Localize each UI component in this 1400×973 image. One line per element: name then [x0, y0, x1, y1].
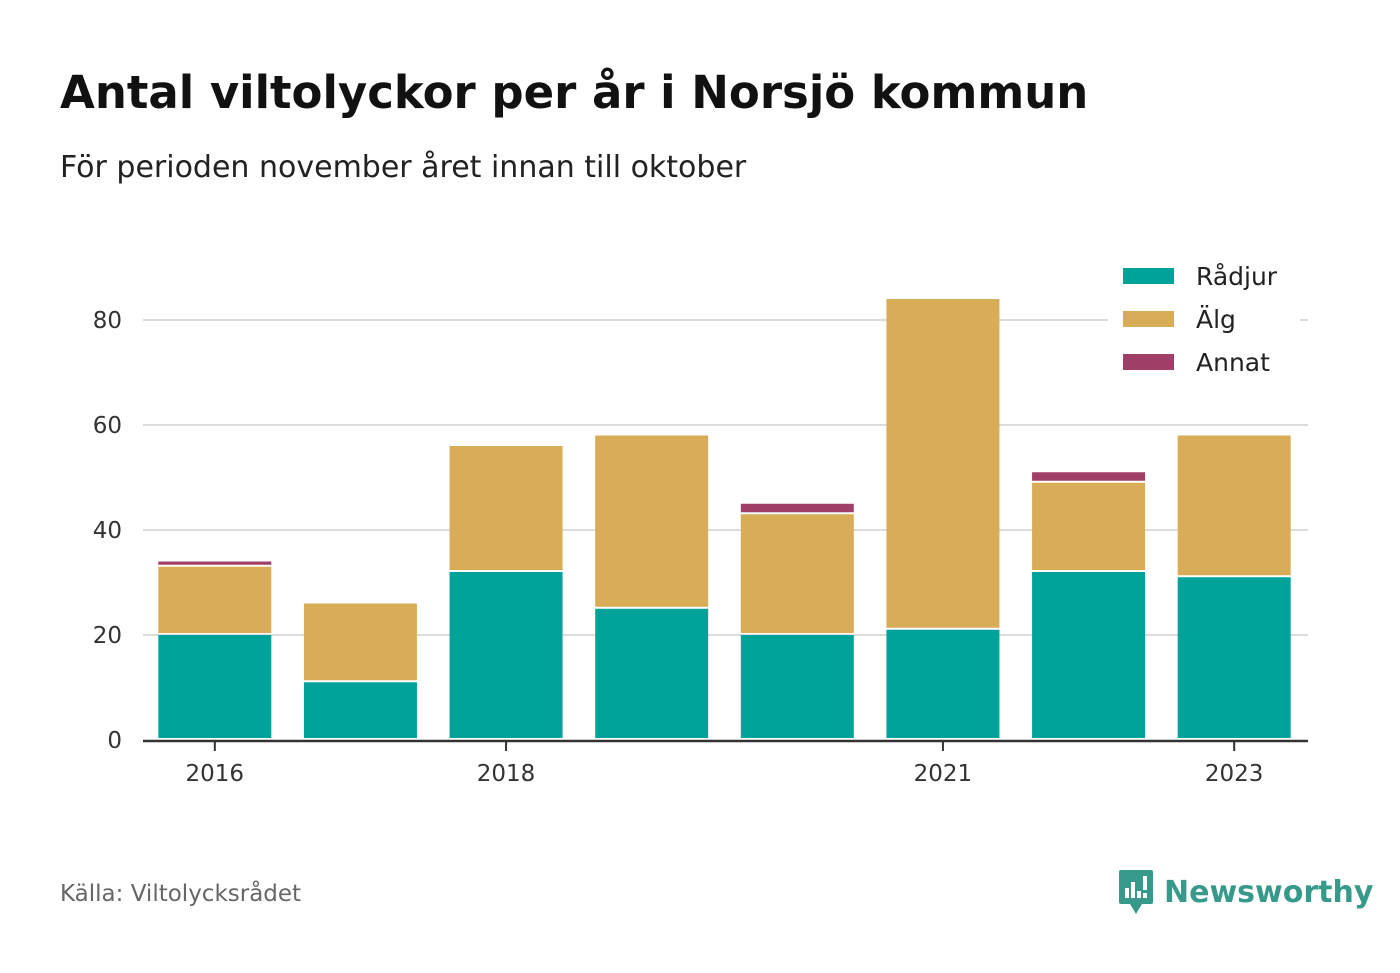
legend-swatch — [1123, 354, 1174, 370]
bar-segment — [158, 561, 272, 565]
bar-segment — [1032, 572, 1146, 738]
newsworthy-logo-icon — [1119, 870, 1153, 914]
bar-segment — [303, 603, 417, 681]
brand-logo: Newsworthy — [1118, 868, 1373, 916]
x-tick-label: 2021 — [914, 761, 973, 787]
bar-segment — [740, 503, 854, 513]
brand-name: Newsworthy — [1164, 874, 1374, 910]
bar-segment — [886, 629, 1000, 738]
bar-segment — [1032, 472, 1146, 481]
x-tick-label: 2023 — [1205, 761, 1264, 787]
bar-segment — [158, 566, 272, 633]
bar-segment — [449, 446, 563, 570]
bar-segment — [740, 635, 854, 738]
bar-segment — [1032, 482, 1146, 570]
axes: 0 20 40 60 80 2016 2018 2021 2023 — [93, 308, 1308, 787]
legend-swatch — [1123, 268, 1174, 284]
legend-swatch — [1123, 311, 1174, 327]
x-tick-label: 2018 — [477, 761, 536, 787]
bar-segment — [886, 299, 1000, 628]
bar-segment — [1177, 577, 1291, 738]
bar-segment — [1177, 435, 1291, 576]
bar-segment — [158, 635, 272, 738]
legend-label: Älg — [1196, 305, 1236, 334]
y-tick-label: 0 — [107, 728, 122, 754]
y-tick-label: 80 — [93, 308, 122, 334]
legend-label: Annat — [1196, 348, 1270, 377]
legend: Rådjur Älg Annat — [1108, 252, 1300, 384]
bar-segment — [449, 572, 563, 738]
source-note: Källa: Viltolycksrådet — [60, 881, 302, 907]
legend-label: Rådjur — [1196, 262, 1278, 291]
bar-segment — [740, 514, 854, 633]
chart-subtitle: För perioden november året innan till ok… — [60, 150, 747, 185]
y-tick-label: 20 — [93, 623, 122, 649]
bar-segment — [595, 435, 709, 607]
y-tick-label: 40 — [93, 518, 122, 544]
bar-segment — [303, 682, 417, 738]
bars — [158, 299, 1291, 738]
chart-title: Antal viltolyckor per år i Norsjö kommun — [60, 66, 1089, 119]
bar-segment — [595, 608, 709, 738]
y-tick-label: 60 — [93, 413, 122, 439]
x-tick-label: 2016 — [186, 761, 245, 787]
